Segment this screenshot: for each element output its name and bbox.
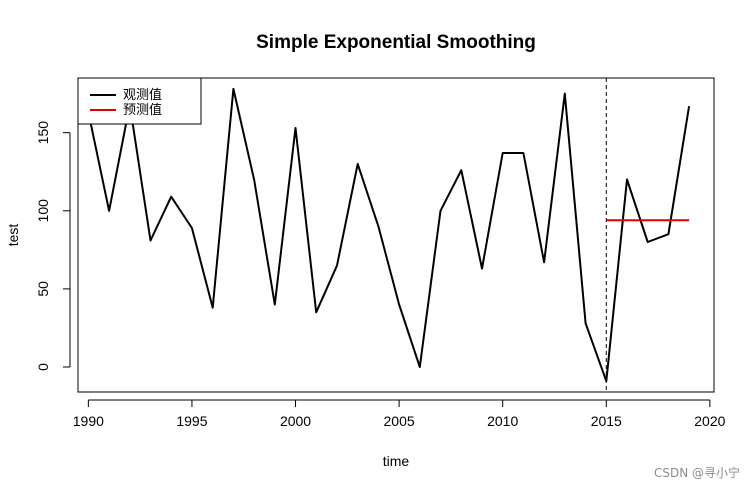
legend: 观测值 预测值 [77,77,202,125]
y-axis-label: test [5,224,21,247]
y-tick-label: 100 [35,199,51,223]
chart-title: Simple Exponential Smoothing [256,32,536,53]
y-axis: 0 50 100 150 [35,121,71,371]
x-tick-label: 2005 [384,413,415,429]
legend-label-forecast: 预测值 [123,102,162,118]
plot-frame [77,77,715,393]
x-tick-label: 2000 [280,413,311,429]
legend-box [77,77,202,125]
series-line-observed [87,87,691,383]
legend-label-observed: 观测值 [123,87,162,103]
x-tick-label: 2015 [591,413,622,429]
y-tick-label: 0 [35,363,51,371]
series-group [87,87,691,383]
x-tick-label: 2020 [694,413,725,429]
y-tick-label: 50 [35,281,51,297]
x-tick-label: 2010 [487,413,518,429]
watermark: CSDN @寻小宁 [654,465,740,480]
x-axis-label: time [383,453,410,469]
x-axis: 1990 1995 2000 2005 2010 2015 2020 [73,399,726,429]
y-tick-label: 150 [35,121,51,145]
x-tick-label: 1995 [176,413,207,429]
x-tick-label: 1990 [73,413,104,429]
